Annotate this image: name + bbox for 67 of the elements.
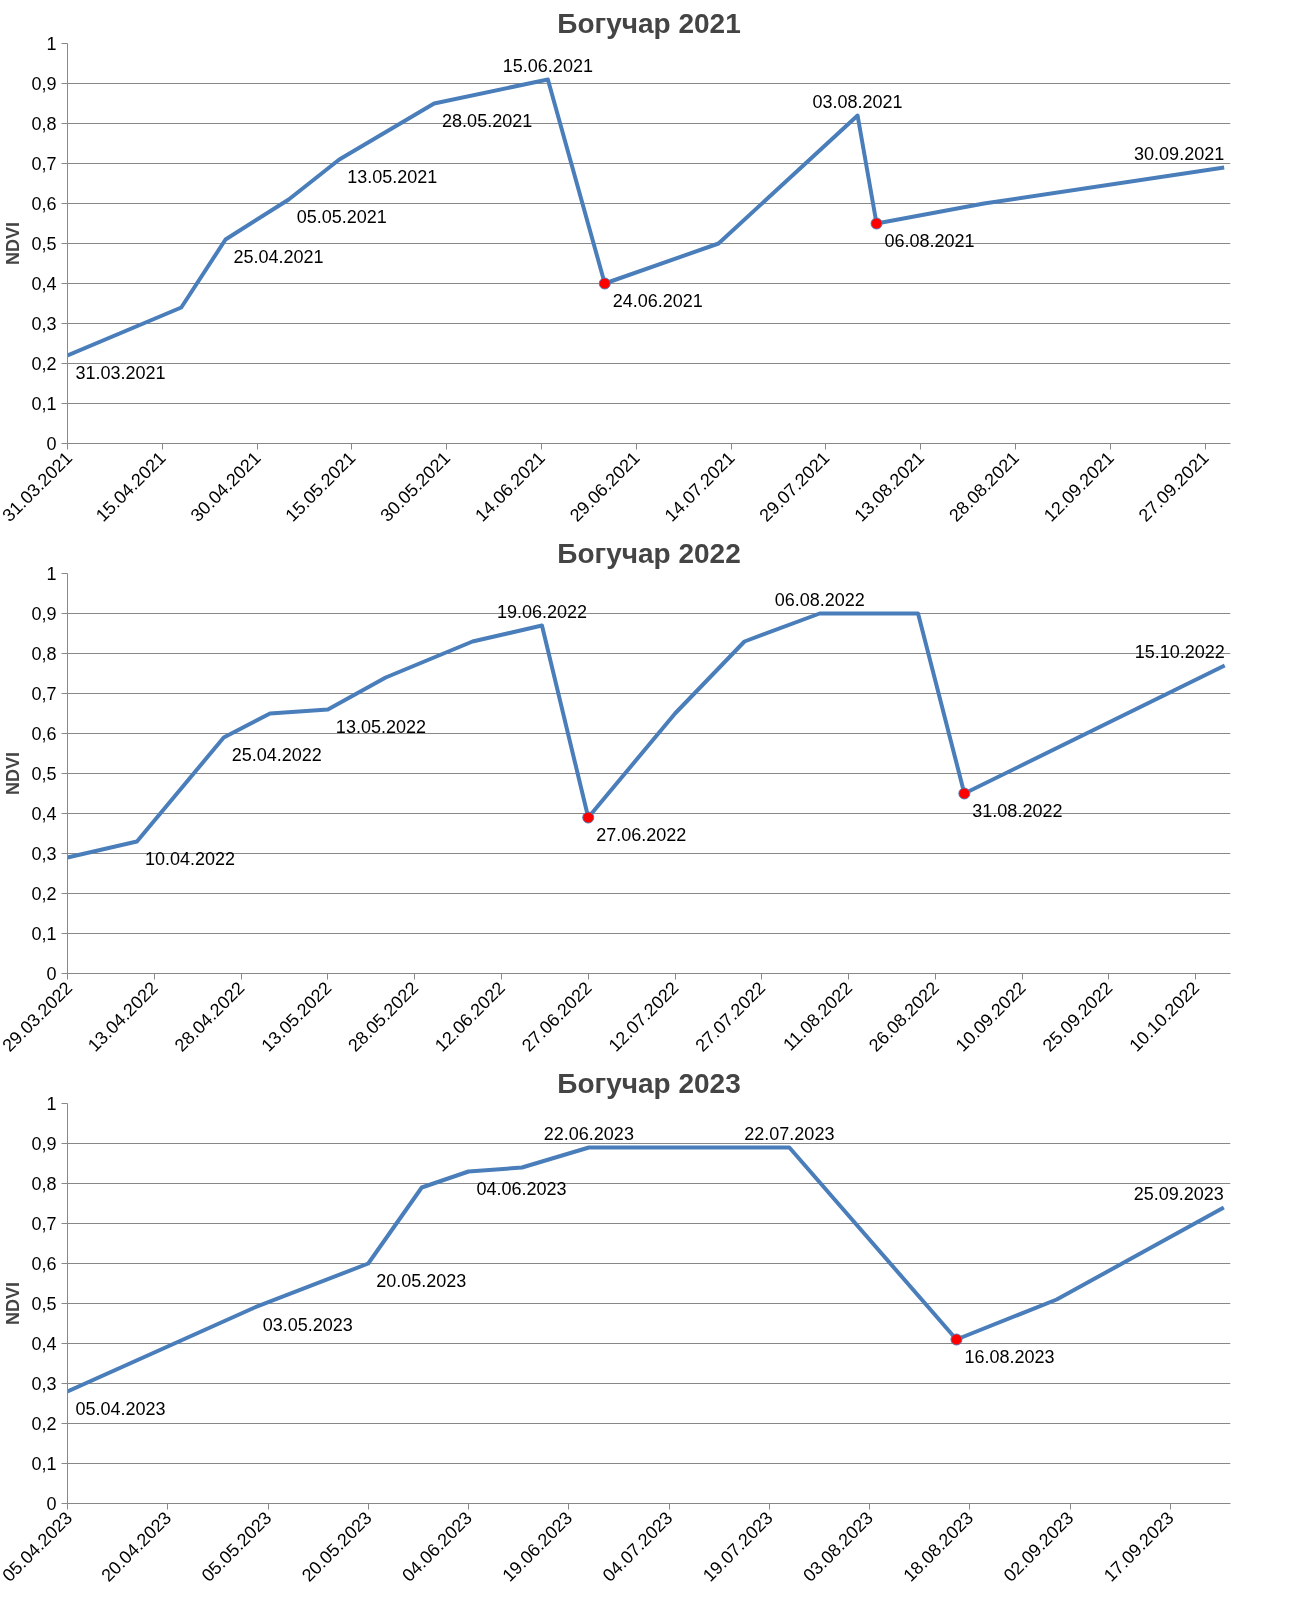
y-tick-label: 0,2	[31, 884, 57, 904]
y-tick-label: 0,2	[31, 1414, 57, 1434]
y-tick-label: 0,6	[31, 724, 57, 744]
annotation: 03.05.2023	[262, 1314, 353, 1335]
y-tick-label: 0,9	[31, 74, 57, 94]
y-tick-label: 0,8	[31, 644, 57, 664]
y-tick-label: 0,5	[31, 764, 57, 784]
y-tick-label: 0	[46, 964, 57, 984]
annotation: 06.08.2022	[774, 589, 865, 610]
annotation: 10.04.2022	[144, 848, 236, 869]
annotation: 13.05.2022	[335, 716, 426, 737]
annotation: 06.08.2021	[884, 230, 975, 251]
y-tick-label: 0,1	[31, 1454, 57, 1474]
y-tick-label: 0,9	[31, 604, 57, 624]
y-tick-label: 0,4	[31, 1334, 57, 1354]
annotation: 25.04.2022	[231, 744, 322, 765]
annotation: 22.07.2023	[744, 1123, 835, 1144]
chart-title: Богучар 2021	[557, 7, 741, 39]
line-series	[67, 77, 1227, 358]
y-tick-label: 0,5	[31, 1294, 57, 1314]
annotation: 19.06.2022	[496, 601, 588, 622]
y-tick-label: 0,7	[31, 1214, 57, 1234]
y-tick-label: 0,7	[31, 154, 57, 174]
annotation: 28.05.2021	[442, 110, 533, 131]
y-tick-label: 0,6	[31, 194, 57, 214]
chart-title: Богучар 2022	[557, 537, 741, 569]
y-tick-label: 1	[46, 34, 57, 54]
y-tick-label: 0,3	[31, 844, 57, 864]
annotation: 15.10.2022	[1134, 641, 1225, 662]
y-axis-title: NDVI	[3, 751, 24, 795]
annotation: 16.08.2023	[964, 1346, 1055, 1367]
y-tick-label: 0,9	[31, 1134, 57, 1154]
y-tick-label: 0,8	[31, 114, 57, 134]
annotation: 31.03.2021	[75, 362, 166, 383]
line-series	[67, 1145, 1226, 1394]
y-tick-label: 0	[46, 434, 57, 454]
annotation: 15.06.2021	[502, 55, 593, 76]
annotation: 03.08.2021	[812, 91, 903, 112]
y-tick-label: 0,3	[31, 314, 57, 334]
y-tick-label: 0,3	[31, 1374, 57, 1394]
y-tick-label: 0,1	[31, 924, 57, 944]
y-tick-label: 0,6	[31, 1254, 57, 1274]
annotation: 24.06.2021	[612, 290, 703, 311]
annotation: 25.09.2023	[1133, 1183, 1224, 1204]
annotation: 20.05.2023	[376, 1270, 467, 1291]
y-tick-label: 0,2	[31, 354, 57, 374]
y-tick-label: 0,4	[31, 804, 57, 824]
y-tick-label: 0,5	[31, 234, 57, 254]
chart-title: Богучар 2023	[557, 1067, 741, 1099]
y-axis-title: NDVI	[3, 1281, 24, 1325]
annotation: 22.06.2023	[543, 1123, 634, 1144]
y-tick-label: 1	[46, 1094, 57, 1114]
y-tick-label: 1	[46, 564, 57, 584]
y-tick-label: 0,4	[31, 274, 57, 294]
annotation: 27.06.2022	[596, 824, 687, 845]
annotation: 05.05.2021	[296, 206, 387, 227]
annotation: 31.08.2022	[972, 800, 1063, 821]
annotation: 30.09.2021	[1134, 143, 1225, 164]
annotation: 25.04.2021	[233, 246, 324, 267]
y-tick-label: 0,1	[31, 394, 57, 414]
annotation: 04.06.2023	[476, 1178, 567, 1199]
annotation: 05.04.2023	[75, 1398, 166, 1419]
y-tick-label: 0,8	[31, 1174, 57, 1194]
y-axis-title: NDVI	[3, 221, 24, 265]
y-tick-label: 0	[46, 1494, 57, 1514]
y-tick-label: 0,7	[31, 684, 57, 704]
annotation: 13.05.2021	[347, 166, 438, 187]
